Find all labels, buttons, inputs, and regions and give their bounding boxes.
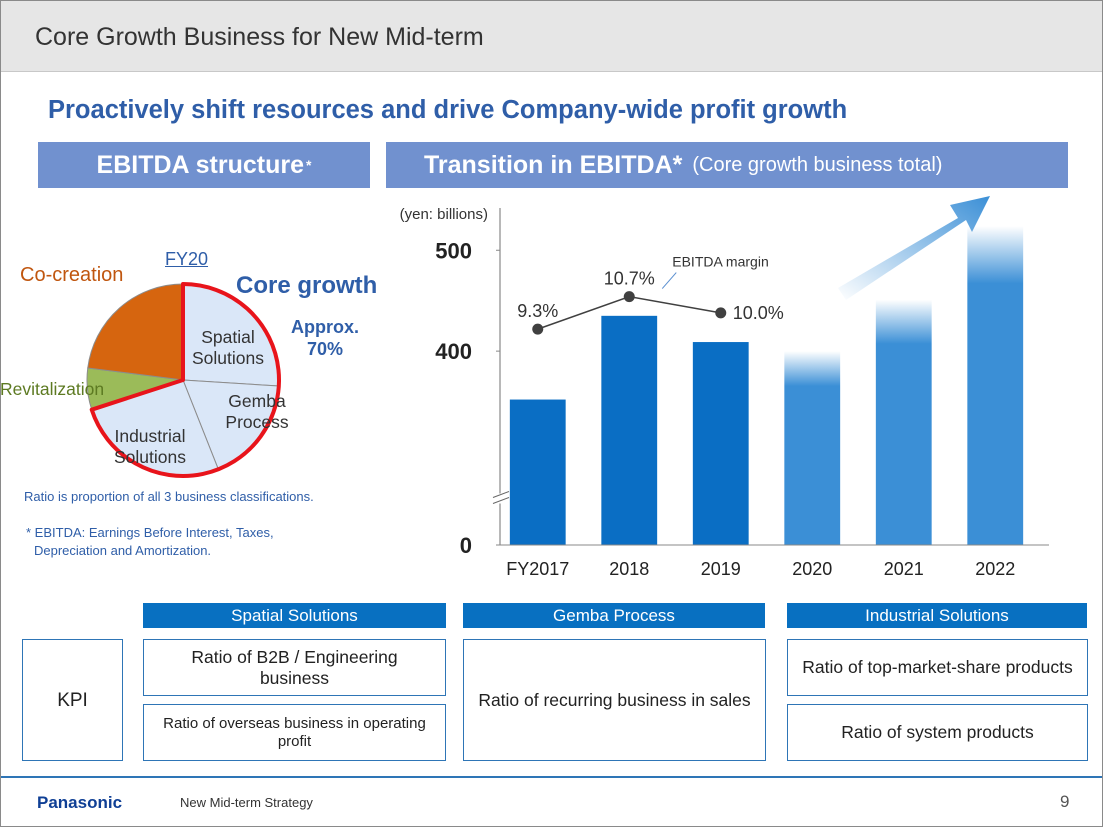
kpi-item: Ratio of recurring business in sales — [463, 639, 766, 761]
highlight-label: Core growth — [236, 272, 378, 299]
footnote-line: * EBITDA: Earnings Before Interest, Taxe… — [26, 525, 274, 540]
y-tick-label: 500 — [435, 238, 472, 263]
page-number: 9 — [1060, 792, 1070, 811]
bar — [967, 226, 1024, 545]
margin-value-label: 10.0% — [733, 303, 784, 323]
pie-label: Revitalization — [0, 379, 105, 399]
axis-break — [492, 497, 510, 504]
growth-arrow — [838, 196, 990, 300]
margin-point — [715, 307, 727, 319]
bar — [692, 342, 749, 545]
pie-title: FY20 — [165, 249, 209, 269]
x-tick-label: 2021 — [884, 559, 924, 579]
kpi-item: Ratio of system products — [787, 704, 1088, 761]
kpi-item: Ratio of overseas business in operating … — [143, 704, 446, 761]
bar — [601, 315, 658, 545]
kpi-column-title: Gemba Process — [463, 603, 765, 628]
bar — [784, 351, 841, 545]
y-axis-label: (yen: billions) — [400, 206, 488, 223]
pie-label: Industrial Solutions — [114, 426, 186, 467]
legend-label: EBITDA margin — [672, 254, 768, 270]
footer-rule — [1, 776, 1102, 778]
y-tick-label: 0 — [460, 533, 472, 558]
x-tick-label: 2022 — [975, 559, 1015, 579]
kpi-column-title: Industrial Solutions — [787, 603, 1087, 628]
brand: Panasonic — [37, 793, 123, 812]
heading-text: EBITDA structure — [96, 150, 304, 179]
footnote: * EBITDA: Earnings Before Interest, Taxe… — [26, 524, 274, 560]
x-tick-label: FY2017 — [506, 559, 569, 579]
kpi-item: Ratio of B2B / Engineering business — [143, 639, 446, 696]
headline: Proactively shift resources and drive Co… — [48, 96, 848, 124]
section-heading: EBITDA structure * — [38, 142, 370, 188]
asterisk: * — [305, 157, 312, 173]
margin-value-label: 10.7% — [604, 269, 655, 289]
kpi-label: KPI — [22, 639, 123, 761]
x-tick-label: 2018 — [609, 559, 649, 579]
y-tick-label: 400 — [435, 339, 472, 364]
pie-label: Spatial Solutions — [192, 327, 264, 368]
bar — [875, 299, 932, 545]
x-tick-label: 2020 — [792, 559, 832, 579]
kpi-item: Ratio of top-market-share products — [787, 639, 1088, 696]
highlight-annotation: Approx. 70% — [290, 317, 359, 359]
highlight-outline — [89, 282, 281, 478]
legend-leader — [661, 272, 677, 289]
footnote-line: Depreciation and Amortization. — [34, 543, 212, 558]
chart-title: Transition in EBITDA* — [424, 150, 683, 179]
header: Core Growth Business for New Mid-term — [1, 1, 1102, 72]
pie-label: Gemba Process — [225, 391, 289, 432]
x-tick-label: 2019 — [701, 559, 741, 579]
axis-break-gap — [493, 493, 507, 504]
pie-label: Co-creation — [20, 264, 124, 286]
slide-title: Core Growth Business for New Mid-term — [35, 23, 484, 51]
bar — [509, 399, 566, 545]
margin-value-label: 9.3% — [517, 301, 558, 321]
pie-slice — [87, 283, 184, 381]
chart-subtitle: (Core growth business total) — [692, 153, 943, 176]
margin-point — [532, 323, 544, 335]
margin-point — [623, 291, 635, 303]
pie-note: Ratio is proportion of all 3 business cl… — [24, 489, 314, 504]
axis-break — [492, 491, 510, 498]
section-heading: Transition in EBITDA* (Core growth busine… — [386, 142, 1068, 188]
kpi-column-title: Spatial Solutions — [143, 603, 446, 628]
footer-text: New Mid-term Strategy — [180, 795, 313, 810]
